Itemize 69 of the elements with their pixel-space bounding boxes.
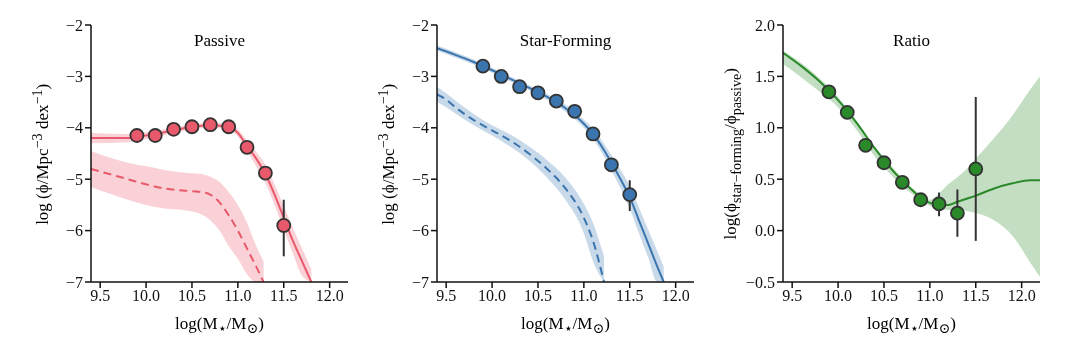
x-axis-title: log(M$_{⋆}$/M$_{⊙}$) — [520, 314, 611, 338]
y-tick-label: −4 — [411, 119, 429, 137]
x-tick-label: 9.5 — [90, 287, 111, 305]
point — [276, 218, 292, 233]
point — [858, 137, 874, 153]
point — [202, 117, 218, 133]
x-tick-label: 12.0 — [661, 287, 690, 305]
y-tick-label: −5 — [411, 170, 429, 188]
point — [622, 187, 638, 203]
point — [221, 119, 237, 135]
point — [239, 139, 255, 155]
y-tick-label: −6 — [411, 222, 429, 240]
y-tick-label: 0.0 — [755, 222, 775, 240]
x-tick-label: 9.5 — [782, 287, 803, 305]
point — [567, 103, 583, 119]
point — [603, 157, 619, 173]
point — [512, 79, 528, 95]
point — [821, 84, 837, 100]
y-tick-label: −6 — [65, 222, 83, 240]
x-axis-title: log(M$_{⋆}$/M$_{⊙}$) — [866, 314, 957, 338]
x-tick-label: 9.5 — [436, 287, 457, 305]
x-tick-label: 10.5 — [177, 287, 206, 305]
x-axis-title: log(M$_{⋆}$/M$_{⊙}$) — [174, 314, 265, 338]
point — [147, 128, 163, 143]
y-tick-label: −3 — [65, 68, 83, 86]
point — [493, 69, 509, 84]
point — [129, 128, 145, 143]
y-tick-label: 0.5 — [755, 170, 775, 188]
point — [913, 192, 929, 208]
point — [184, 119, 200, 135]
y-tick-label: −4 — [65, 119, 83, 137]
chart-title: Ratio — [892, 31, 931, 51]
y-tick-label: −2 — [411, 16, 429, 34]
chart-title: Passive — [193, 31, 246, 51]
y-tick-label: 2.0 — [755, 16, 775, 34]
chart-title: Star-Forming — [518, 31, 613, 51]
x-tick-label: 10.5 — [869, 287, 898, 305]
point — [968, 161, 984, 177]
y-tick-label: −5 — [65, 170, 83, 188]
x-tick-label: 11.5 — [616, 287, 644, 305]
y-tick-label: −0.5 — [745, 273, 775, 291]
x-tick-label: 10.5 — [523, 287, 552, 305]
point — [839, 104, 855, 120]
x-tick-label: 11.5 — [270, 287, 298, 305]
point — [530, 85, 546, 101]
x-tick-label: 10.0 — [478, 287, 507, 305]
point — [475, 58, 491, 74]
x-tick-label: 11.0 — [224, 287, 252, 305]
x-tick-label: 12.0 — [315, 287, 344, 305]
x-tick-label: 11.0 — [916, 287, 944, 305]
y-tick-label: −3 — [411, 68, 429, 86]
point — [949, 205, 965, 221]
point — [894, 174, 910, 190]
x-tick-label: 11.0 — [570, 287, 598, 305]
x-tick-label: 12.0 — [1007, 287, 1036, 305]
point — [585, 126, 601, 142]
x-tick-label: 10.0 — [132, 287, 161, 305]
y-tick-label: 1.0 — [755, 119, 775, 137]
point — [257, 165, 273, 181]
point — [876, 155, 892, 171]
x-tick-label: 11.5 — [962, 287, 990, 305]
point — [931, 196, 947, 212]
y-tick-label: −7 — [411, 273, 429, 291]
y-tick-label: −7 — [65, 273, 83, 291]
point — [166, 121, 182, 137]
y-tick-label: −2 — [65, 16, 83, 34]
x-tick-label: 10.0 — [824, 287, 853, 305]
point — [548, 93, 564, 109]
y-tick-label: 1.5 — [755, 68, 775, 86]
